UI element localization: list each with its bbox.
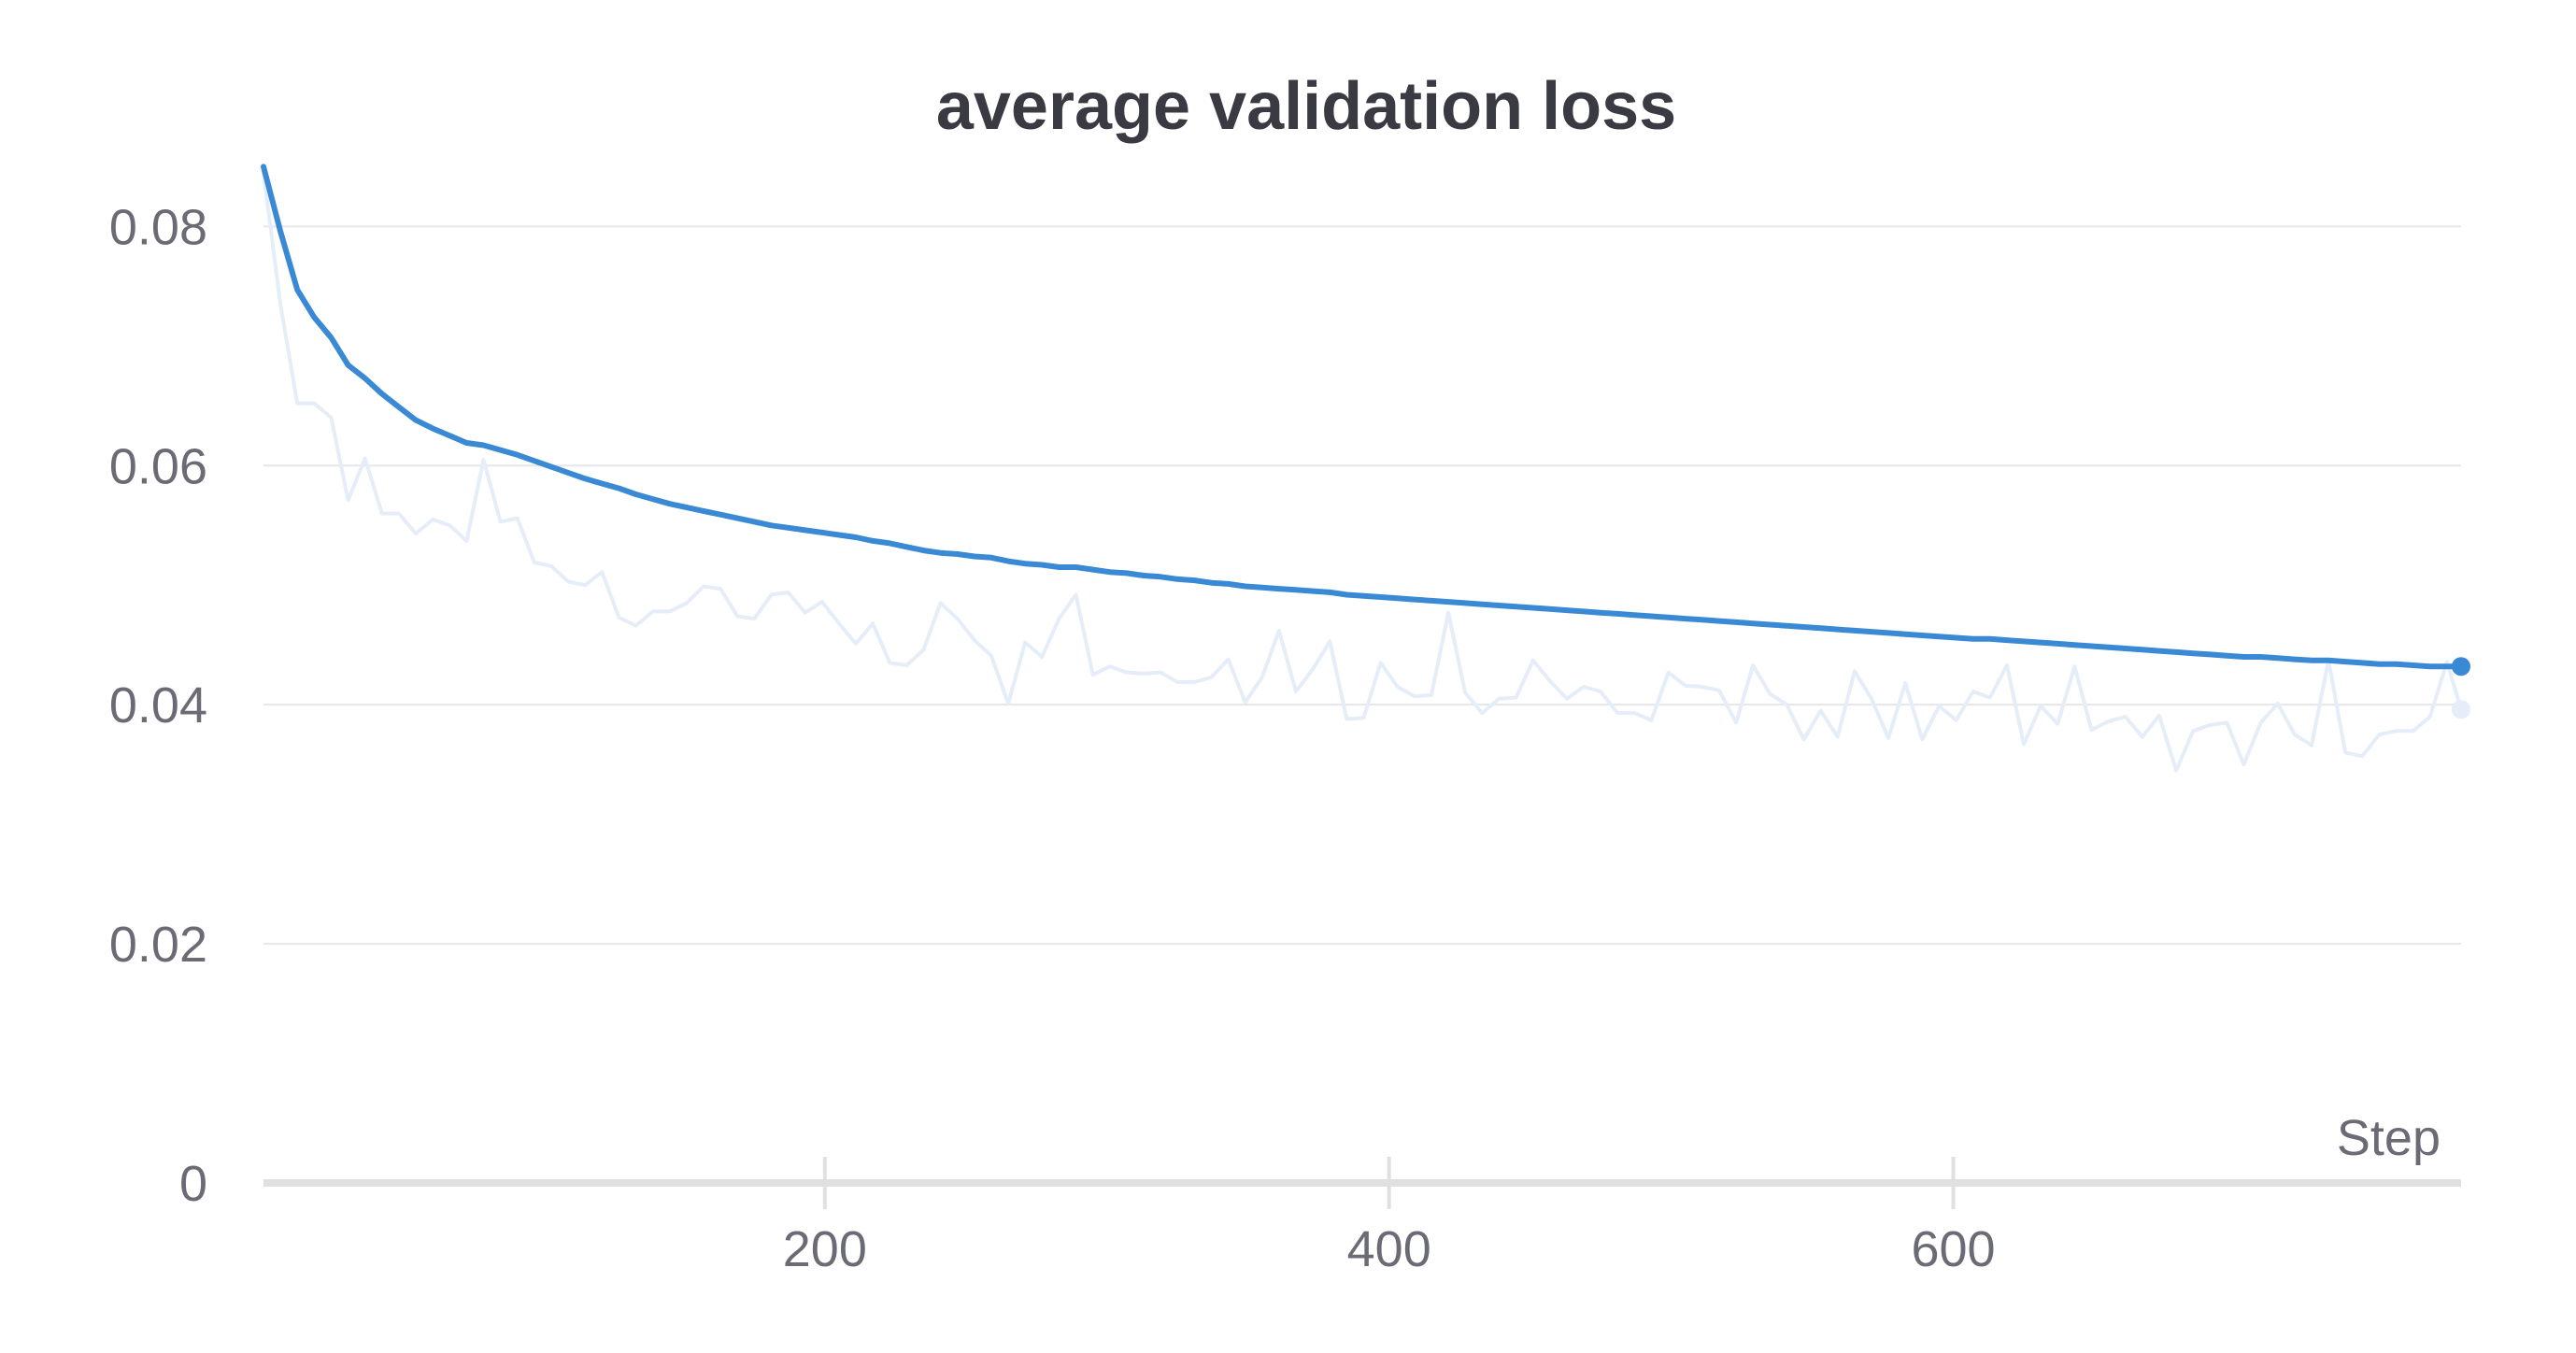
y-tick-label: 0.08: [109, 199, 207, 255]
x-tick-label: 600: [1911, 1221, 1995, 1277]
x-axis-label: Step: [2337, 1110, 2441, 1166]
series-layer: [261, 164, 2470, 773]
y-tick-label: 0: [179, 1156, 207, 1212]
x-axis: 200 400 600: [263, 1157, 2461, 1277]
raw-loss-end-point: [2452, 700, 2470, 719]
y-axis-ticks: 0 0.02 0.04 0.06 0.08: [109, 199, 207, 1212]
smoothed-loss-line: [261, 164, 2464, 670]
y-tick-label: 0.04: [109, 677, 207, 733]
raw-loss-line: [262, 170, 2463, 773]
grid-lines: [263, 225, 2461, 946]
chart-title: average validation loss: [936, 69, 1676, 144]
smoothed-loss-end-point: [2452, 657, 2470, 676]
y-tick-label: 0.06: [109, 438, 207, 494]
x-tick-label: 200: [783, 1221, 867, 1277]
x-tick-label: 400: [1347, 1221, 1431, 1277]
y-tick-label: 0.02: [109, 917, 207, 973]
